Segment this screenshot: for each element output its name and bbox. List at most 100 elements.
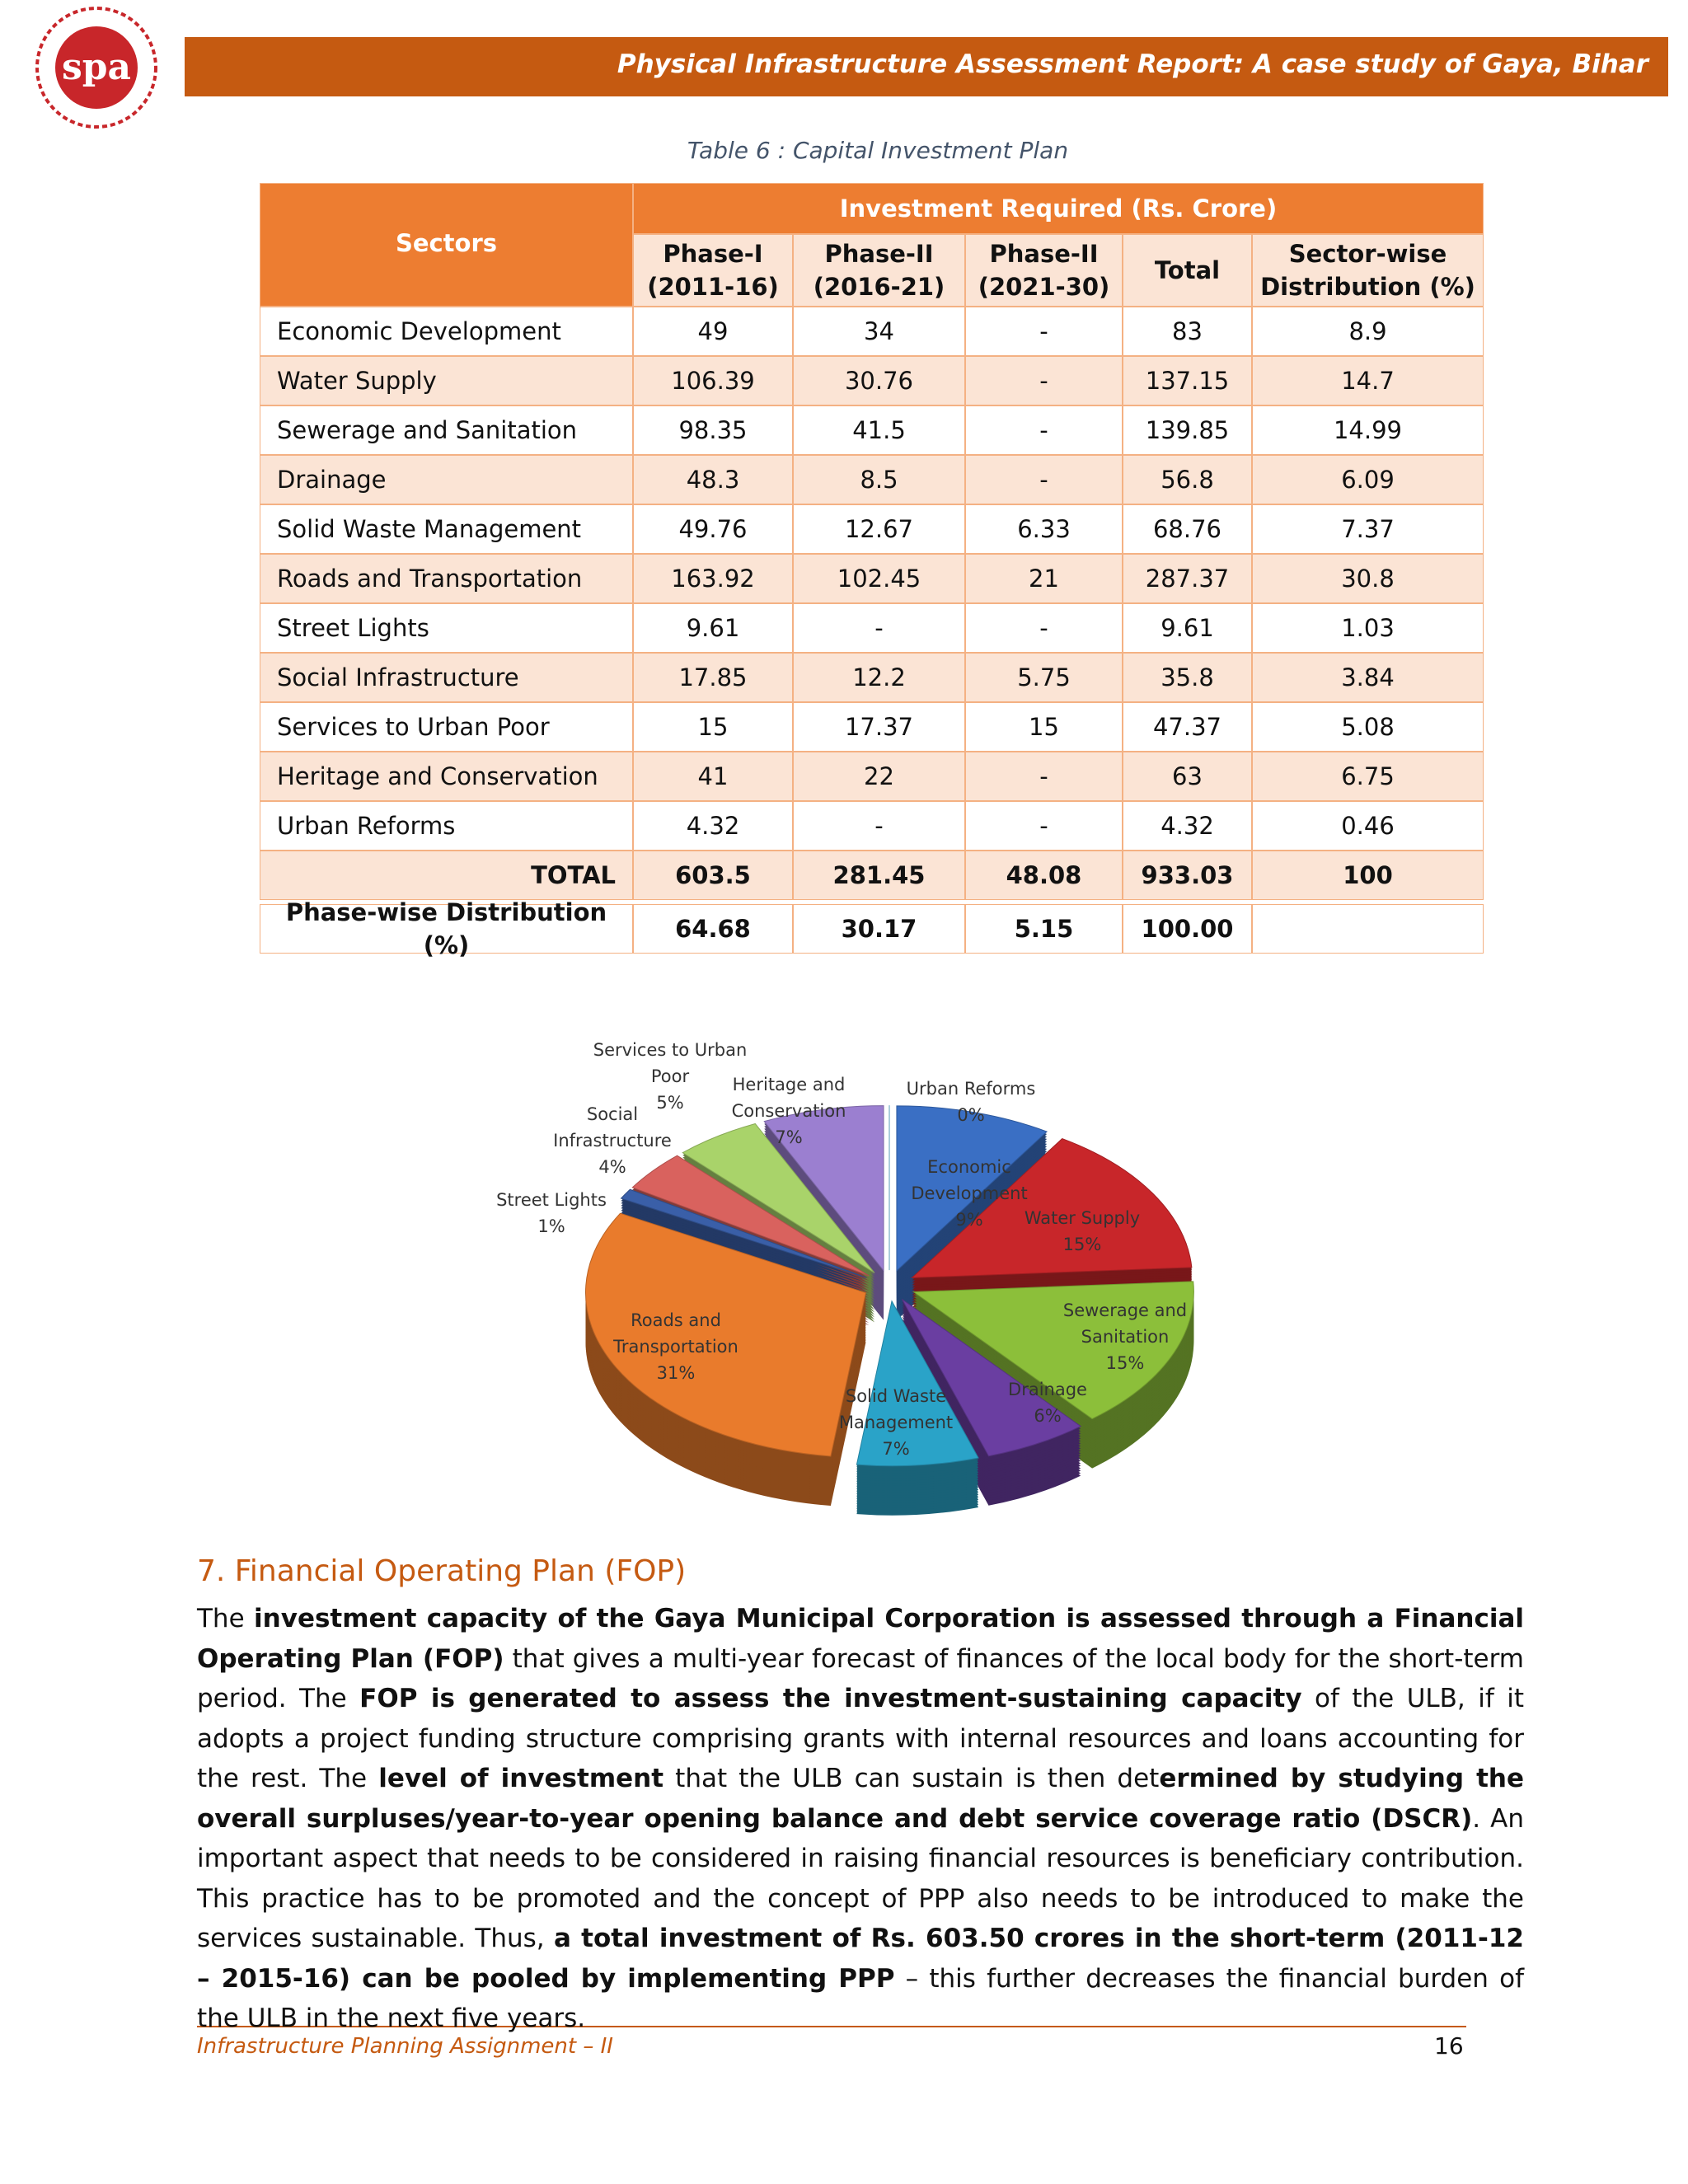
text-run: FOP is generated to assess the investmen… <box>359 1684 1302 1713</box>
table-cell: 12.2 <box>793 653 965 702</box>
pie-label: Services to Urban Poor 5% <box>588 1037 753 1116</box>
table-cell: 287.37 <box>1123 554 1252 603</box>
text-run: that the ULB can sustain is then det <box>663 1764 1160 1793</box>
text-run: a total investment of Rs. 603.50 crores … <box>197 1924 1524 1994</box>
total-cell: 933.03 <box>1123 851 1252 900</box>
pie-label-name: Roads and Transportation <box>613 1310 738 1357</box>
table-cell: Urban Reforms <box>260 801 633 851</box>
distribution-cell: 100.00 <box>1123 904 1252 954</box>
pie-label: Drainage 6% <box>965 1376 1130 1429</box>
table-cell: 7.37 <box>1252 504 1484 554</box>
pie-label-name: Sewerage and Sanitation <box>1062 1301 1188 1347</box>
table-cell: 9.61 <box>633 603 793 653</box>
table-cell: - <box>965 356 1123 405</box>
pie-label-name: Solid Waste Management <box>838 1386 954 1432</box>
text-run: The <box>197 1604 255 1633</box>
table-cell: - <box>965 405 1123 455</box>
table-cell: 106.39 <box>633 356 793 405</box>
table-cell: Street Lights <box>260 603 633 653</box>
table-cell: 47.37 <box>1123 702 1252 752</box>
pie-slice <box>585 1212 867 1457</box>
header-cell: Investment Required (Rs. Crore) <box>633 183 1484 234</box>
table-cell: 21 <box>965 554 1123 603</box>
table-cell: 22 <box>793 752 965 801</box>
table-cell: 15 <box>633 702 793 752</box>
pie-label: Heritage and Conservation 7% <box>706 1071 871 1151</box>
table-cell: 17.37 <box>793 702 965 752</box>
table-cell: 41 <box>633 752 793 801</box>
pie-label-name: Economic Development <box>911 1157 1028 1203</box>
logo: spa <box>35 7 157 129</box>
pie-label: Social Infrastructure 4% <box>530 1101 695 1180</box>
pie-label-value: 9% <box>955 1210 983 1230</box>
text-run: ermined by studying the overall surpluse… <box>197 1764 1524 1834</box>
pie-slice <box>912 1281 1194 1420</box>
header-title: Physical Infrastructure Assessment Repor… <box>617 49 1648 79</box>
table-cell: 41.5 <box>793 405 965 455</box>
pie-label-name: Heritage and Conservation <box>731 1075 846 1121</box>
pie-label-value: 7% <box>882 1439 910 1459</box>
table-cell: 12.67 <box>793 504 965 554</box>
pie-chart <box>585 1105 1194 1516</box>
table-cell: 8.5 <box>793 455 965 504</box>
table-cell: 68.76 <box>1123 504 1252 554</box>
pie-label-name: Drainage <box>1008 1380 1087 1399</box>
pie-slice <box>896 1105 1048 1272</box>
table-cell: 17.85 <box>633 653 793 702</box>
pie-slice <box>856 1300 979 1467</box>
table-cell: 83 <box>1123 307 1252 356</box>
table-cell: 163.92 <box>633 554 793 603</box>
pie-label: Water Supply 15% <box>1000 1205 1165 1258</box>
pie-label-value: 31% <box>656 1363 696 1383</box>
header-cell: Sectors <box>260 183 633 307</box>
pie-label: Urban Reforms 0% <box>889 1076 1053 1128</box>
table-cell: 14.7 <box>1252 356 1484 405</box>
table-cell: 6.33 <box>965 504 1123 554</box>
table-cell: Water Supply <box>260 356 633 405</box>
table-cell: 6.09 <box>1252 455 1484 504</box>
table-cell: 48.3 <box>633 455 793 504</box>
table-cell: - <box>965 603 1123 653</box>
pie-label: Roads and Transportation 31% <box>593 1307 758 1386</box>
pie-slice <box>763 1105 884 1272</box>
pie-slice <box>620 1188 867 1278</box>
total-cell: 281.45 <box>793 851 965 900</box>
table-caption: Table 6 : Capital Investment Plan <box>687 137 1069 164</box>
header-cell: Total <box>1123 234 1252 307</box>
distribution-cell: Phase-wise Distribution (%) <box>260 898 633 959</box>
table-cell: 98.35 <box>633 405 793 455</box>
table-cell: 6.75 <box>1252 752 1484 801</box>
table-cell: 102.45 <box>793 554 965 603</box>
distribution-cell: 64.68 <box>633 904 793 954</box>
pie-slice <box>901 1299 1082 1457</box>
pie-label-value: 15% <box>1062 1235 1102 1254</box>
pie-label-name: Water Supply <box>1024 1208 1141 1228</box>
text-run: that gives a multi-year forecast of fina… <box>197 1643 1524 1714</box>
total-cell: 603.5 <box>633 851 793 900</box>
table-cell: Economic Development <box>260 307 633 356</box>
table-cell: 8.9 <box>1252 307 1484 356</box>
text-run: – this further decreases the financial b… <box>197 1963 1525 2034</box>
table-cell: 5.08 <box>1252 702 1484 752</box>
pie-slice <box>631 1155 870 1277</box>
pie-label-name: Services to Urban Poor <box>593 1040 748 1086</box>
total-cell: TOTAL <box>260 851 633 900</box>
table-cell: 35.8 <box>1123 653 1252 702</box>
table-cell: 56.8 <box>1123 455 1252 504</box>
table-cell: - <box>965 307 1123 356</box>
pie-slice <box>682 1122 875 1273</box>
distribution-cell: 30.17 <box>793 904 965 954</box>
table-cell: 4.32 <box>633 801 793 851</box>
table-cell: Solid Waste Management <box>260 504 633 554</box>
table-cell: 4.32 <box>1123 801 1252 851</box>
table-cell: 139.85 <box>1123 405 1252 455</box>
table-cell: - <box>793 603 965 653</box>
pie-label-value: 0% <box>957 1105 985 1125</box>
total-cell: 100 <box>1252 851 1484 900</box>
table-cell: 9.61 <box>1123 603 1252 653</box>
empty-cell <box>1252 904 1484 954</box>
table-cell: 14.99 <box>1252 405 1484 455</box>
table-cell: - <box>965 455 1123 504</box>
table-cell: 63 <box>1123 752 1252 801</box>
pie-label-value: 4% <box>598 1157 626 1177</box>
